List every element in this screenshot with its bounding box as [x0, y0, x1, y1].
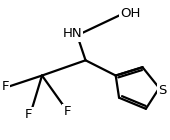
Text: HN: HN [62, 27, 82, 40]
Text: F: F [25, 108, 32, 121]
Text: S: S [158, 84, 167, 97]
Text: F: F [1, 80, 9, 93]
Text: F: F [63, 105, 71, 118]
Text: OH: OH [121, 7, 141, 20]
